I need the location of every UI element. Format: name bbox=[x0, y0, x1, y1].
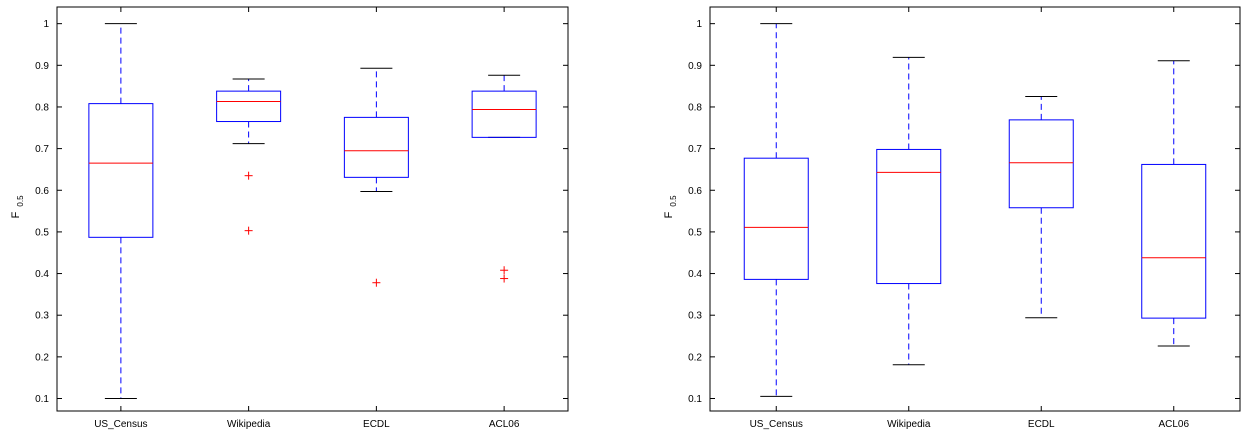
interquartile-box bbox=[89, 104, 153, 238]
interquartile-box bbox=[1142, 164, 1206, 318]
y-axis-label-subscript: 0.5 bbox=[16, 195, 25, 207]
y-axis-label: F 0.5 bbox=[663, 195, 678, 218]
box-ecdl bbox=[1009, 97, 1073, 318]
plot-area-frame bbox=[57, 7, 568, 411]
y-tick-label: 0.3 bbox=[35, 311, 49, 322]
interquartile-box bbox=[877, 149, 941, 283]
y-axis-label-subscript: 0.5 bbox=[669, 195, 678, 207]
plot-area-frame bbox=[710, 7, 1240, 411]
box-wikipedia bbox=[877, 57, 941, 364]
box-wikipedia bbox=[217, 79, 281, 235]
y-tick-label: 0.5 bbox=[688, 227, 702, 238]
y-tick-label: 0.7 bbox=[688, 144, 702, 155]
y-tick-label: 0.3 bbox=[688, 311, 702, 322]
x-tick-label: ACL06 bbox=[1158, 419, 1189, 430]
box-plot-chart: 0.1 0.2 0.3 0.4 0.5 0.6 0.7 0.8 0.9 1 F 0.5 US_Censu… bbox=[0, 0, 625, 439]
y-axis-label-base: F bbox=[10, 211, 22, 218]
interquartile-box bbox=[217, 91, 281, 121]
box-acl06 bbox=[1142, 61, 1206, 346]
outlier-marker bbox=[372, 279, 380, 287]
y-axis-label: F 0.5 bbox=[10, 195, 25, 218]
y-tick-label: 0.4 bbox=[35, 269, 49, 280]
box-ecdl bbox=[344, 68, 408, 286]
x-tick-label: ECDL bbox=[1028, 419, 1055, 430]
y-tick-label: 0.2 bbox=[688, 352, 702, 363]
interquartile-box bbox=[1009, 120, 1073, 208]
interquartile-box bbox=[344, 117, 408, 177]
y-tick-label: 0.6 bbox=[35, 186, 49, 197]
box-plot-chart: 0.1 0.2 0.3 0.4 0.5 0.6 0.7 0.8 0.9 1 F 0.5 US_Censu… bbox=[626, 0, 1251, 439]
y-tick-label: 0.9 bbox=[35, 61, 49, 72]
interquartile-box bbox=[744, 158, 808, 279]
y-tick-label: 0.5 bbox=[35, 227, 49, 238]
y-tick-label: 0.1 bbox=[35, 394, 49, 405]
x-tick-label: ECDL bbox=[363, 419, 390, 430]
x-tick-label: Wikipedia bbox=[887, 419, 931, 430]
x-tick-label: ACL06 bbox=[489, 419, 520, 430]
y-tick-label: 0.9 bbox=[688, 61, 702, 72]
y-tick-label: 0.6 bbox=[688, 186, 702, 197]
y-tick-label: 0.7 bbox=[35, 144, 49, 155]
y-axis-label-base: F bbox=[663, 211, 675, 218]
x-tick-label: US_Census bbox=[94, 419, 147, 430]
y-tick-label: 1 bbox=[43, 19, 49, 30]
y-tick-label: 0.4 bbox=[688, 269, 702, 280]
y-tick-label: 0.8 bbox=[35, 102, 49, 113]
interquartile-box bbox=[472, 91, 536, 137]
box-us-census bbox=[89, 24, 153, 399]
y-tick-label: 0.1 bbox=[688, 394, 702, 405]
y-tick-label: 0.2 bbox=[35, 352, 49, 363]
box-plot-panel-left: 0.1 0.2 0.3 0.4 0.5 0.6 0.7 0.8 0.9 1 F 0.5 US_Censu… bbox=[0, 0, 625, 439]
outlier-marker bbox=[500, 266, 508, 274]
y-tick-label: 1 bbox=[696, 19, 702, 30]
x-tick-label: US_Census bbox=[750, 419, 803, 430]
box-plot-panel-right: 0.1 0.2 0.3 0.4 0.5 0.6 0.7 0.8 0.9 1 F 0.5 US_Censu… bbox=[626, 0, 1251, 439]
outlier-marker bbox=[500, 275, 508, 283]
outlier-marker bbox=[245, 227, 253, 235]
x-tick-label: Wikipedia bbox=[227, 419, 271, 430]
box-acl06 bbox=[472, 75, 536, 282]
box-us-census bbox=[744, 24, 808, 397]
y-tick-label: 0.8 bbox=[688, 102, 702, 113]
outlier-marker bbox=[245, 172, 253, 180]
